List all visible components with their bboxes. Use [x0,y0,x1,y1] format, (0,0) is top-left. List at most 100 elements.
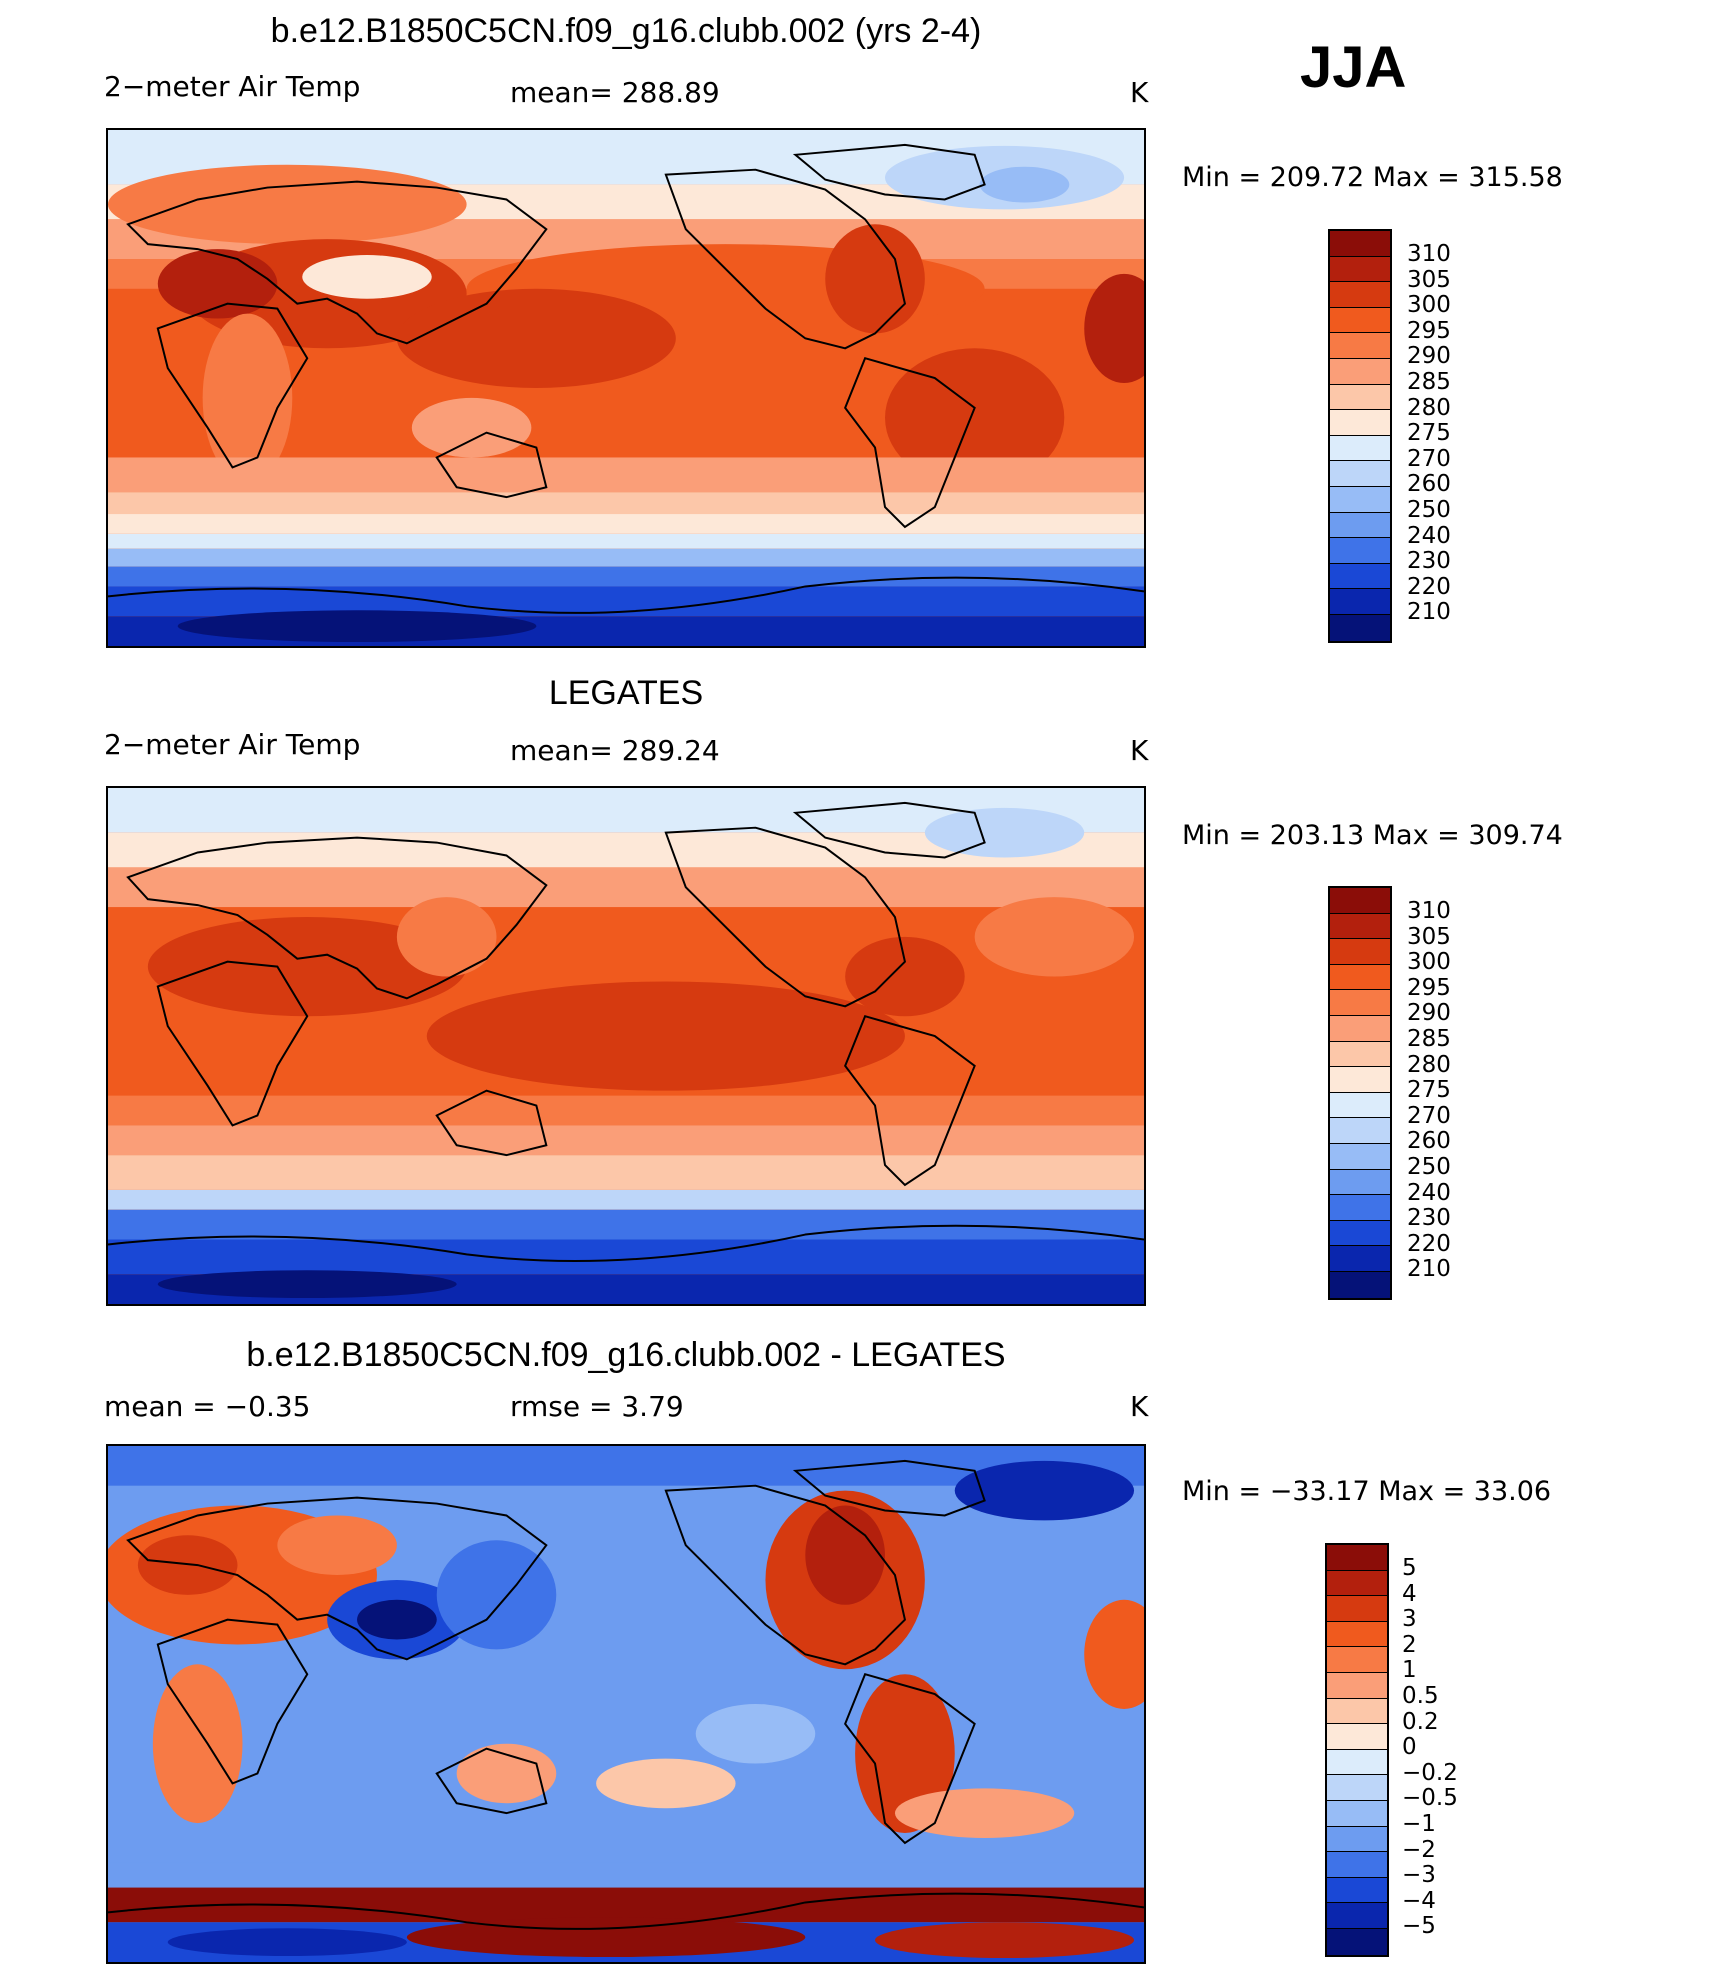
colorbar-tick-label: 230 [1407,548,1451,575]
colorbar-swatch [1327,1903,1387,1929]
colorbar-tick-label: 270 [1407,1102,1451,1129]
colorbar-swatch [1327,1928,1387,1955]
panel-1-map [106,128,1146,648]
colorbar-swatch [1327,1570,1387,1597]
colorbar-swatch [1330,1118,1390,1144]
colorbar-tick-label: 4 [1402,1580,1417,1607]
panel-3-title: b.e12.B1850C5CN.f09_g16.clubb.002 - LEGA… [246,1336,1006,1374]
panel-1-units-label: K [1130,76,1149,109]
colorbar-swatch [1330,1092,1390,1119]
colorbar-tick-label: 295 [1407,974,1451,1001]
colorbar-swatch [1330,358,1390,385]
colorbar-swatch [1330,1143,1390,1170]
colorbar-tick-label: 305 [1407,923,1451,950]
colorbar-tick-label: 305 [1407,266,1451,293]
panel-1-mean-label: mean= 288.89 [510,76,720,109]
panel-3-minmax: Min = −33.17 Max = 33.06 [1182,1476,1552,1507]
colorbar-tick-label: 270 [1407,445,1451,472]
colorbar-tick-label: 0 [1402,1734,1417,1761]
colorbar-tick-label: 285 [1407,368,1451,395]
colorbar-tick-label: 220 [1407,1230,1451,1257]
colorbar-tick-label: 300 [1407,949,1451,976]
panel-1-colorbar-labels: 310 305 300 295 290 285 280 275 270 260 250 240 230 2… [1407,241,1451,626]
panel-1-colorbar [1328,229,1392,643]
colorbar-swatch [1330,589,1390,615]
colorbar-tick-label: 230 [1407,1205,1451,1232]
panel-2-mean-label: mean= 289.24 [510,734,720,767]
colorbar-tick-label: 295 [1407,317,1451,344]
colorbar-swatch [1330,888,1390,914]
colorbar-tick-label: 285 [1407,1025,1451,1052]
colorbar-tick-label: 250 [1407,496,1451,523]
colorbar-swatch [1330,939,1390,965]
colorbar-swatch [1327,1800,1387,1827]
colorbar-tick-label: 310 [1407,241,1451,267]
colorbar-swatch [1330,1169,1390,1196]
panel-2-variable-label: 2−meter Air Temp [104,728,361,761]
colorbar-tick-label: −2 [1402,1836,1436,1863]
colorbar-tick-label: −1 [1402,1810,1436,1837]
colorbar-swatch [1327,1672,1387,1699]
colorbar-tick-label: 260 [1407,471,1451,498]
colorbar-swatch [1330,461,1390,487]
season-label: JJA [1300,35,1407,100]
panel-3-map [106,1444,1146,1964]
colorbar-tick-label: 280 [1407,1051,1451,1078]
colorbar-tick-label: 275 [1407,420,1451,447]
colorbar-tick-label: −3 [1402,1862,1436,1889]
colorbar-swatch [1330,563,1390,590]
colorbar-swatch [1330,913,1390,940]
colorbar-swatch [1327,1749,1387,1776]
panel-1-variable-label: 2−meter Air Temp [104,70,361,103]
colorbar-swatch [1330,1246,1390,1272]
colorbar-swatch [1327,1852,1387,1878]
colorbar-tick-label: 275 [1407,1077,1451,1104]
colorbar-swatch [1327,1877,1387,1904]
colorbar-swatch [1330,384,1390,411]
colorbar-tick-label: 260 [1407,1128,1451,1155]
colorbar-swatch [1330,1041,1390,1068]
colorbar-tick-label: 0.5 [1402,1682,1439,1709]
panel-1-title: b.e12.B1850C5CN.f09_g16.clubb.002 (yrs 2… [270,12,982,50]
colorbar-tick-label: −4 [1402,1887,1436,1914]
colorbar-tick-label: 240 [1407,522,1451,549]
panel-3-units-label: K [1130,1390,1149,1423]
colorbar-swatch [1330,614,1390,641]
colorbar-swatch [1330,282,1390,308]
colorbar-tick-label: −0.5 [1402,1785,1458,1812]
colorbar-tick-label: 0.2 [1402,1708,1439,1735]
colorbar-swatch [1330,512,1390,539]
colorbar-swatch [1330,1015,1390,1042]
panel-2-map [106,786,1146,1306]
colorbar-swatch [1330,333,1390,359]
colorbar-tick-label: 240 [1407,1179,1451,1206]
colorbar-tick-label: 290 [1407,1000,1451,1027]
colorbar-swatch [1327,1775,1387,1801]
colorbar-swatch [1327,1621,1387,1648]
colorbar-swatch [1330,1271,1390,1298]
colorbar-tick-label: 250 [1407,1153,1451,1180]
panel-2-colorbar-labels: 310 305 300 295 290 285 280 275 270 260 250 240 230 2… [1407,898,1451,1283]
colorbar-swatch [1330,307,1390,334]
colorbar-tick-label: 210 [1407,599,1451,626]
colorbar-tick-label: 280 [1407,394,1451,421]
colorbar-swatch [1330,1220,1390,1247]
colorbar-swatch [1330,1067,1390,1093]
panel-2-units-label: K [1130,734,1149,767]
colorbar-swatch [1327,1596,1387,1622]
colorbar-tick-label: 220 [1407,573,1451,600]
colorbar-tick-label: −5 [1402,1913,1436,1940]
panel-3-mean-label: mean = −0.35 [104,1390,311,1423]
colorbar-swatch [1327,1545,1387,1571]
colorbar-swatch [1327,1698,1387,1725]
panel-3-colorbar [1325,1543,1389,1957]
colorbar-swatch [1330,486,1390,513]
panel-2-colorbar [1328,886,1392,1300]
colorbar-tick-label: 1 [1402,1657,1417,1684]
colorbar-swatch [1330,410,1390,436]
panel-2-minmax: Min = 203.13 Max = 309.74 [1182,820,1563,851]
colorbar-tick-label: 300 [1407,292,1451,319]
colorbar-swatch [1330,231,1390,257]
colorbar-swatch [1330,435,1390,462]
colorbar-tick-label: 290 [1407,343,1451,370]
